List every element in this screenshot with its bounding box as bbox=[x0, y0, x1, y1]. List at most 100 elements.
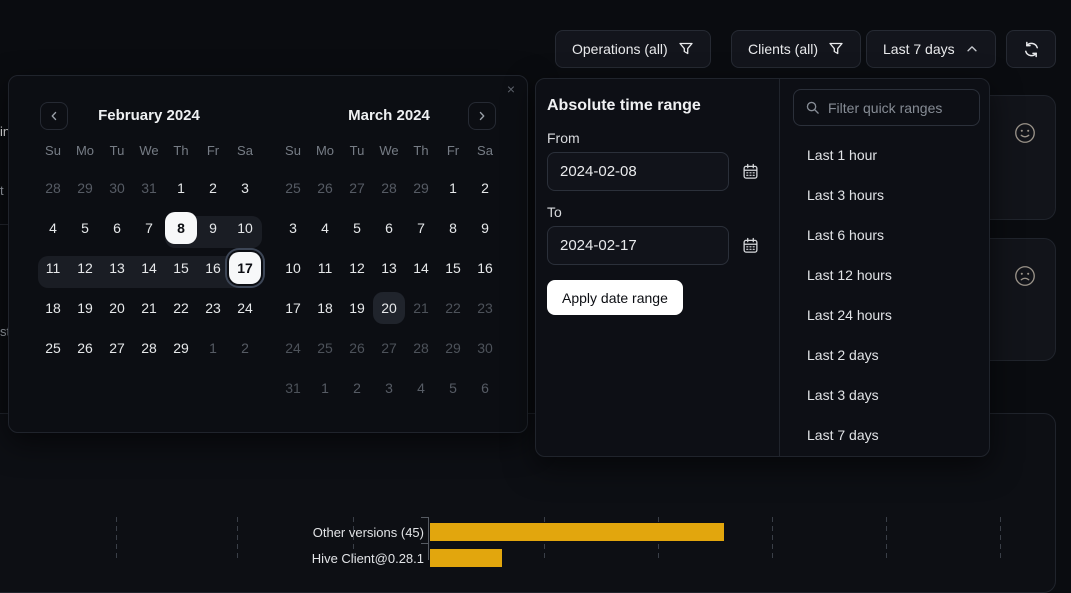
calendar-day[interactable]: 22 bbox=[173, 300, 189, 316]
to-date-input[interactable] bbox=[547, 226, 729, 265]
calendar-day[interactable]: 12 bbox=[77, 260, 93, 276]
calendar-day[interactable]: 26 bbox=[77, 340, 93, 356]
calendar-day[interactable]: 4 bbox=[321, 220, 329, 236]
quick-range-item[interactable]: Last 3 days bbox=[807, 387, 879, 403]
calendar-day[interactable]: 11 bbox=[45, 260, 61, 276]
calendar-day[interactable]: 3 bbox=[385, 380, 393, 396]
calendar-day[interactable]: 23 bbox=[205, 300, 221, 316]
weekday-label: Sa bbox=[477, 143, 493, 158]
calendar-day[interactable]: 11 bbox=[317, 260, 333, 276]
calendar-day[interactable]: 3 bbox=[289, 220, 297, 236]
calendar-day[interactable]: 18 bbox=[317, 300, 333, 316]
calendar-day[interactable]: 31 bbox=[141, 180, 157, 196]
calendar-day[interactable]: 10 bbox=[285, 260, 301, 276]
weekday-label: We bbox=[139, 143, 159, 158]
calendar-day[interactable]: 29 bbox=[173, 340, 189, 356]
quick-range-item[interactable]: Last 24 hours bbox=[807, 307, 892, 323]
calendar-day[interactable]: 4 bbox=[49, 220, 57, 236]
calendar-day[interactable]: 5 bbox=[81, 220, 89, 236]
calendar-day[interactable]: 28 bbox=[45, 180, 61, 196]
calendar-day: 30 bbox=[477, 340, 493, 356]
calendar-day[interactable]: 30 bbox=[109, 180, 125, 196]
next-month-button[interactable] bbox=[468, 102, 496, 130]
calendar-day[interactable]: 18 bbox=[45, 300, 61, 316]
calendar-day[interactable]: 1 bbox=[321, 380, 329, 396]
calendar-icon[interactable] bbox=[742, 237, 759, 254]
calendar-day[interactable]: 25 bbox=[45, 340, 61, 356]
calendar-day[interactable]: 2 bbox=[481, 180, 489, 196]
close-icon[interactable]: × bbox=[506, 81, 515, 97]
calendar-day[interactable]: 7 bbox=[145, 220, 153, 236]
clients-filter-button[interactable]: Clients (all) bbox=[731, 30, 862, 68]
operations-filter-button[interactable]: Operations (all) bbox=[555, 30, 711, 68]
calendar-day[interactable]: 7 bbox=[417, 220, 425, 236]
calendar-day[interactable]: 13 bbox=[109, 260, 125, 276]
calendar-day[interactable]: 16 bbox=[205, 260, 221, 276]
calendar-day[interactable]: 5 bbox=[353, 220, 361, 236]
quick-range-item[interactable]: Last 1 hour bbox=[807, 147, 878, 163]
quick-range-item[interactable]: Last 2 days bbox=[807, 347, 879, 363]
calendar-day[interactable]: 2 bbox=[353, 380, 361, 396]
calendar-day[interactable]: 21 bbox=[141, 300, 157, 316]
calendar-day[interactable]: 20 bbox=[373, 292, 405, 324]
calendar-day[interactable]: 2 bbox=[209, 180, 217, 196]
refresh-button[interactable] bbox=[1006, 30, 1056, 68]
calendar-day[interactable]: 1 bbox=[177, 180, 185, 196]
calendar-day[interactable]: 3 bbox=[241, 180, 249, 196]
calendar-day[interactable]: 4 bbox=[417, 380, 425, 396]
quick-range-item[interactable]: Last 12 hours bbox=[807, 267, 892, 283]
calendar-day[interactable]: 16 bbox=[477, 260, 493, 276]
calendar-day[interactable]: 15 bbox=[173, 260, 189, 276]
calendar-day[interactable]: 2 bbox=[241, 340, 249, 356]
calendar-day[interactable]: 29 bbox=[413, 180, 429, 196]
calendar-day[interactable]: 20 bbox=[109, 300, 125, 316]
calendar-day[interactable]: 13 bbox=[381, 260, 397, 276]
calendar-day[interactable]: 14 bbox=[413, 260, 429, 276]
weekday-label: We bbox=[379, 143, 399, 158]
calendar-day[interactable]: 9 bbox=[481, 220, 489, 236]
bar[interactable] bbox=[430, 549, 502, 567]
calendar-day[interactable]: 10 bbox=[237, 220, 253, 236]
calendar-day[interactable]: 19 bbox=[349, 300, 365, 316]
calendar-day[interactable]: 17 bbox=[285, 300, 301, 316]
chevron-up-icon bbox=[965, 42, 979, 56]
calendar-day[interactable]: 28 bbox=[381, 180, 397, 196]
calendar-day[interactable]: 6 bbox=[481, 380, 489, 396]
calendar-day[interactable]: 8 bbox=[449, 220, 457, 236]
quick-range-item[interactable]: Last 3 hours bbox=[807, 187, 885, 203]
calendar-day[interactable]: 15 bbox=[445, 260, 461, 276]
chevron-left-icon bbox=[47, 109, 61, 123]
from-date-input[interactable] bbox=[547, 152, 729, 191]
quick-ranges-filter-input[interactable] bbox=[828, 99, 968, 116]
chevron-right-icon bbox=[475, 109, 489, 123]
calendar-day[interactable]: 19 bbox=[77, 300, 93, 316]
calendar-day[interactable]: 24 bbox=[237, 300, 253, 316]
apply-date-range-button[interactable]: Apply date range bbox=[547, 280, 683, 315]
month-grid-march: Su Mo Tu We Th Fr Sa 25 26 27 28 29 1 2 3 4 5 6 7 8 9 10 11 12 1… bbox=[277, 143, 501, 408]
calendar-day[interactable]: 6 bbox=[385, 220, 393, 236]
calendar-day[interactable]: 26 bbox=[317, 180, 333, 196]
calendar-day[interactable]: 1 bbox=[209, 340, 217, 356]
calendar-day[interactable]: 12 bbox=[349, 260, 365, 276]
calendar-day[interactable]: 28 bbox=[141, 340, 157, 356]
calendar-day: 21 bbox=[413, 300, 429, 316]
calendar-day[interactable]: 6 bbox=[113, 220, 121, 236]
time-range-button[interactable]: Last 7 days bbox=[866, 30, 996, 68]
calendar-day[interactable]: 1 bbox=[449, 180, 457, 196]
calendar-day[interactable]: 8 bbox=[165, 212, 197, 244]
calendar-day[interactable]: 25 bbox=[285, 180, 301, 196]
quick-range-item[interactable]: Last 7 days bbox=[807, 427, 879, 443]
calendar-icon[interactable] bbox=[742, 163, 759, 180]
calendar-day[interactable]: 27 bbox=[349, 180, 365, 196]
occluded-text-fragment: in bbox=[0, 124, 9, 139]
calendar-day[interactable]: 17 bbox=[229, 252, 261, 284]
calendar-day[interactable]: 9 bbox=[209, 220, 217, 236]
quick-range-item[interactable]: Last 6 hours bbox=[807, 227, 885, 243]
calendar-day[interactable]: 29 bbox=[77, 180, 93, 196]
calendar-day[interactable]: 27 bbox=[109, 340, 125, 356]
bar[interactable] bbox=[430, 523, 724, 541]
previous-month-button[interactable] bbox=[40, 102, 68, 130]
clients-filter-label: Clients (all) bbox=[748, 41, 819, 57]
calendar-day[interactable]: 5 bbox=[449, 380, 457, 396]
calendar-day[interactable]: 14 bbox=[141, 260, 157, 276]
